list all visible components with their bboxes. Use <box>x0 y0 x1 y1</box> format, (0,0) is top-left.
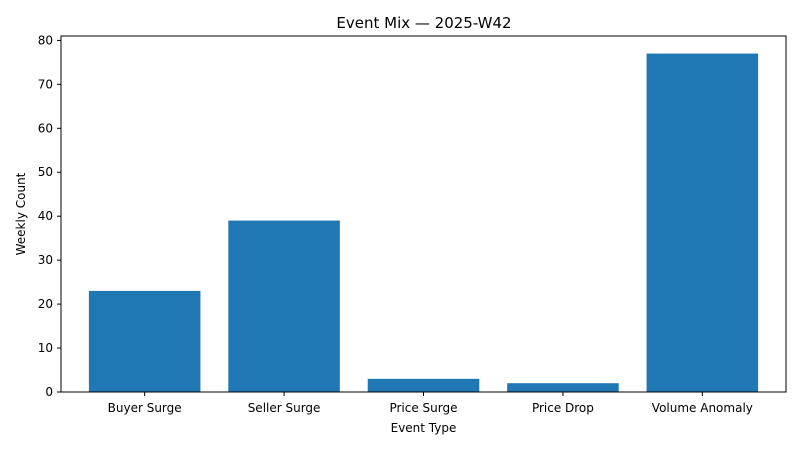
plot-frame <box>60 35 787 393</box>
plot-area <box>88 53 759 392</box>
y-tick-label: 40 <box>38 209 53 223</box>
bar-volume-anomaly <box>646 53 759 392</box>
x-tick-label: Seller Surge <box>248 401 321 415</box>
bar-buyer-surge <box>88 290 201 392</box>
y-tick-label: 70 <box>38 77 53 91</box>
bar-seller-surge <box>228 220 340 392</box>
y-axis-ticks: 0 10 20 30 40 50 60 70 80 <box>38 33 61 399</box>
x-tick-label: Volume Anomaly <box>652 401 753 415</box>
x-axis-label: Event Type <box>391 421 457 435</box>
y-tick-label: 80 <box>38 33 53 47</box>
y-tick-label: 30 <box>38 253 53 267</box>
y-tick-label: 60 <box>38 121 53 135</box>
y-axis-label: Weekly Count <box>14 172 28 255</box>
x-axis-ticks: Buyer Surge Seller Surge Price Surge Price … <box>108 392 753 415</box>
x-tick-label: Buyer Surge <box>108 401 182 415</box>
y-tick-label: 50 <box>38 165 53 179</box>
y-tick-label: 10 <box>38 341 53 355</box>
y-tick-label: 20 <box>38 297 53 311</box>
chart-title: Event Mix — 2025-W42 <box>336 14 511 32</box>
bar-price-drop <box>507 383 619 392</box>
x-tick-label: Price Drop <box>532 401 594 415</box>
x-tick-label: Price Surge <box>389 401 457 415</box>
bar-price-surge <box>367 378 480 392</box>
y-tick-label: 0 <box>45 385 53 399</box>
